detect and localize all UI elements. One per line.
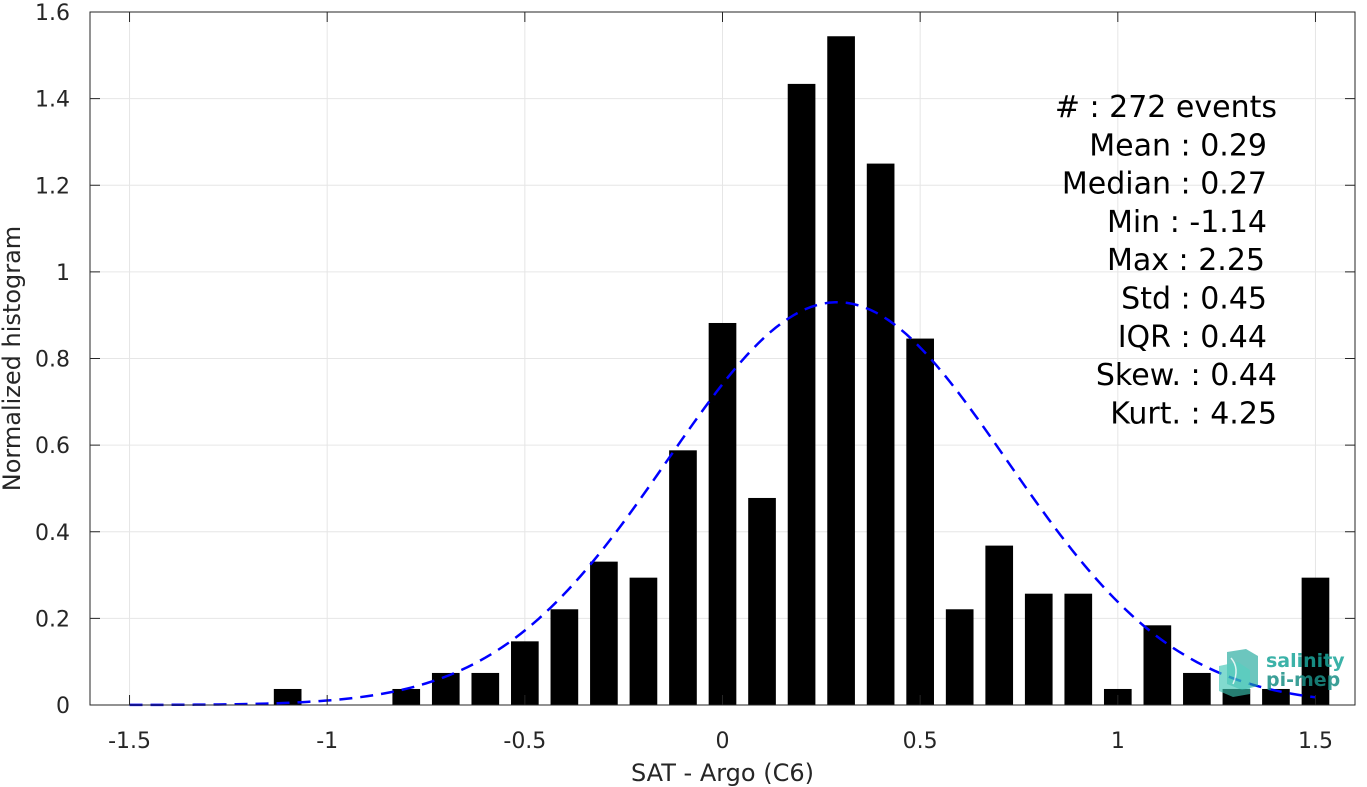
- stat-std: Std : 0.45: [1121, 282, 1267, 317]
- histogram-bar: [1064, 593, 1093, 705]
- histogram-bar: [1024, 593, 1053, 705]
- histogram-bar: [431, 672, 460, 705]
- histogram-bar: [1143, 625, 1172, 705]
- logo-line1: salinity: [1266, 650, 1345, 672]
- salinity-pimep-logo: salinity pi-mep: [1219, 649, 1345, 697]
- bars: [273, 36, 1330, 706]
- x-tick-label: 0: [716, 729, 730, 754]
- stats-panel: # : 272 events Mean : 0.29 Median : 0.27…: [1055, 90, 1277, 431]
- stat-iqr: IQR : 0.44: [1118, 320, 1267, 355]
- x-tick-label: 0.5: [903, 729, 938, 754]
- y-tick-label: 0: [56, 694, 70, 719]
- stat-skew: Skew. : 0.44: [1096, 358, 1277, 393]
- histogram-bar: [392, 688, 421, 705]
- stat-mean: Mean : 0.29: [1089, 128, 1267, 163]
- histogram-bar: [590, 561, 618, 705]
- x-tick-label: -1: [316, 729, 338, 754]
- x-tick-label: -1.5: [108, 729, 151, 754]
- stat-count: # : 272 events: [1055, 90, 1277, 125]
- histogram-bar: [906, 338, 934, 705]
- histogram-bar: [471, 672, 500, 705]
- stat-max: Max : 2.25: [1107, 243, 1265, 278]
- stat-median: Median : 0.27: [1062, 167, 1267, 202]
- ticks: [90, 11, 1355, 706]
- x-tick-label: 1.5: [1298, 729, 1333, 754]
- histogram-bar: [273, 688, 302, 705]
- histogram-bar: [629, 577, 658, 705]
- x-axis-label: SAT - Argo (C6): [631, 759, 814, 787]
- histogram-bar: [827, 36, 855, 705]
- histogram-bar: [985, 545, 1014, 705]
- logo-line2: pi-mep: [1266, 669, 1340, 691]
- y-tick-label: 0.6: [35, 434, 70, 459]
- histogram-bar: [945, 609, 974, 705]
- y-tick-label: 1: [56, 261, 70, 286]
- x-tick-label: 1: [1111, 729, 1125, 754]
- stat-min: Min : -1.14: [1107, 205, 1267, 240]
- histogram-bar: [787, 83, 816, 706]
- histogram-bar: [511, 641, 539, 705]
- y-tick-label: 1.6: [35, 1, 70, 26]
- histogram-bar: [550, 609, 579, 705]
- histogram-bar: [1301, 577, 1330, 705]
- y-axis-label: Normalized histogram: [0, 226, 26, 491]
- x-tick-labels: -1.5 -1 -0.5 0 0.5 1 1.5: [108, 729, 1333, 754]
- histogram-bar: [1183, 672, 1211, 705]
- histogram-bar: [866, 163, 895, 705]
- y-tick-label: 0.2: [35, 607, 70, 632]
- histogram-bar: [748, 497, 776, 705]
- y-tick-labels: 0 0.2 0.4 0.6 0.8 1 1.2 1.4 1.6: [35, 1, 70, 719]
- y-tick-label: 1.4: [35, 88, 70, 113]
- y-tick-label: 1.2: [35, 174, 70, 199]
- histogram-bar: [708, 322, 737, 705]
- histogram-bar: [669, 450, 697, 705]
- histogram-bar: [1262, 688, 1290, 705]
- y-tick-label: 0.8: [35, 348, 70, 373]
- logo-mark-icon: [1219, 649, 1258, 697]
- y-tick-label: 0.4: [35, 521, 70, 546]
- x-tick-label: -0.5: [503, 729, 546, 754]
- stat-kurt: Kurt. : 4.25: [1110, 396, 1277, 431]
